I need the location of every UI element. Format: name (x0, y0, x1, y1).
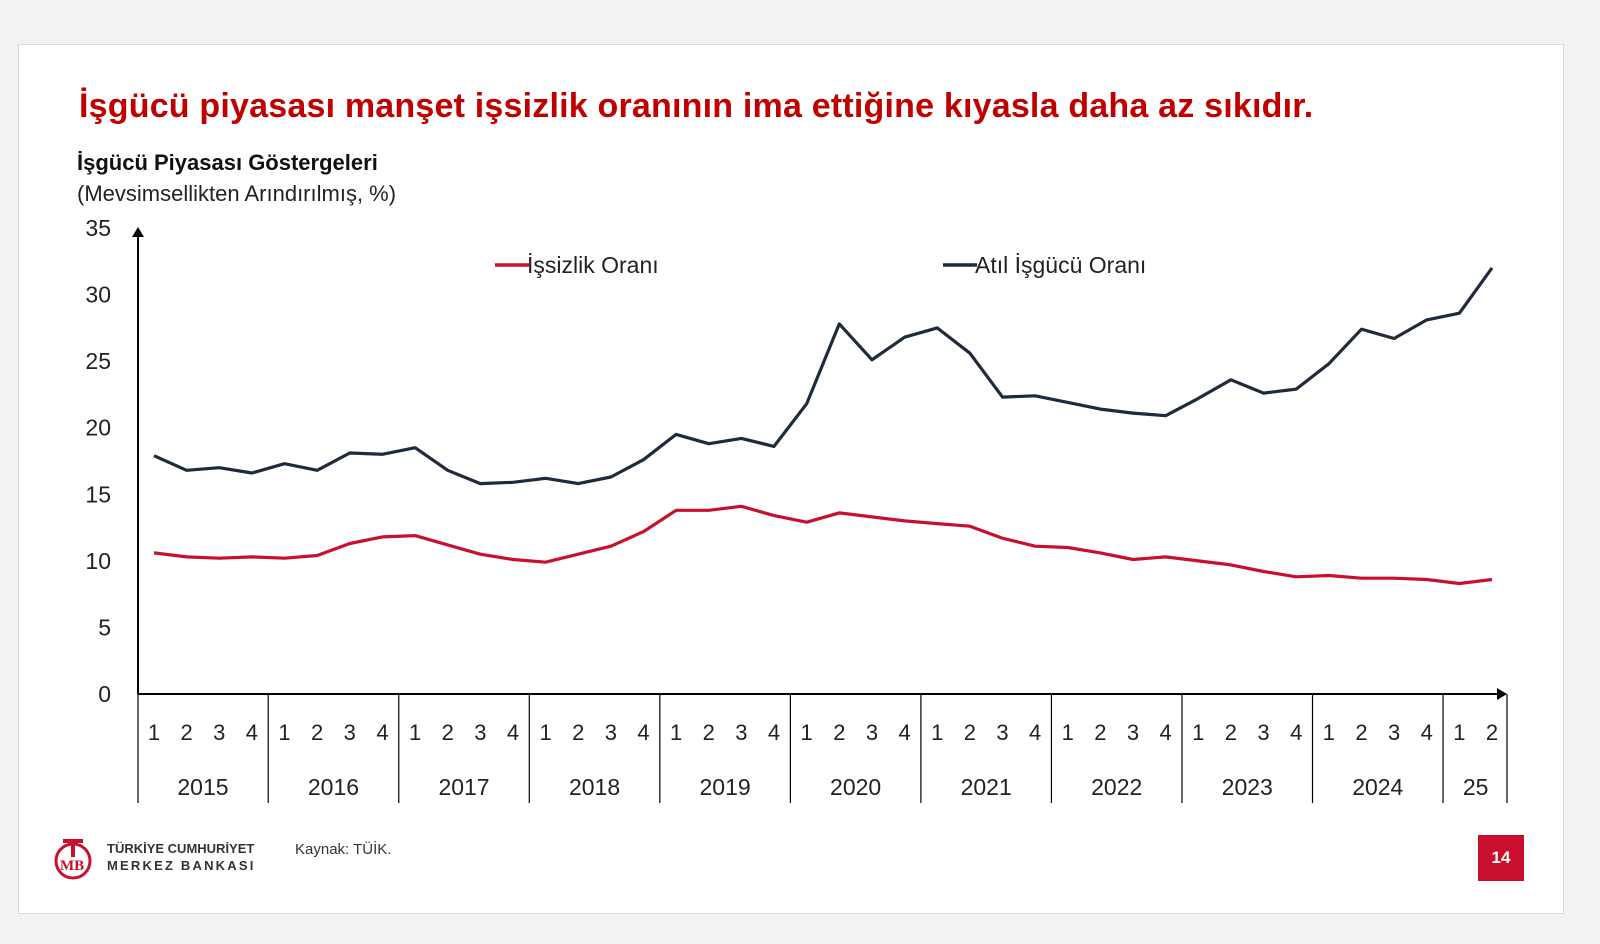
x-quarter-label: 3 (996, 720, 1008, 745)
x-quarter-label: 4 (246, 720, 258, 745)
x-year-label: 2020 (830, 774, 881, 800)
slide: İşgücü piyasası manşet işsizlik oranının… (18, 44, 1564, 914)
x-year-label: 2016 (308, 774, 359, 800)
headline: İşgücü piyasası manşet işsizlik oranının… (79, 87, 1314, 125)
x-quarter-label: 2 (833, 720, 845, 745)
x-year-label: 2021 (961, 774, 1012, 800)
y-tick-label: 30 (85, 282, 111, 308)
x-year-label: 2015 (177, 774, 228, 800)
y-tick-label: 0 (98, 681, 111, 707)
logo-line-1: TÜRKİYE CUMHURİYET (107, 841, 255, 856)
x-year-label: 25 (1463, 774, 1489, 800)
x-quarter-label: 2 (311, 720, 323, 745)
x-quarter-label: 3 (1127, 720, 1139, 745)
x-quarter-label: 4 (768, 720, 780, 745)
unemployment-rate-line (153, 504, 1493, 586)
x-quarter-label: 2 (964, 720, 976, 745)
x-quarter-label: 2 (1486, 720, 1498, 745)
source-note: Kaynak: TÜİK. (295, 841, 392, 858)
y-tick-label: 35 (85, 215, 111, 241)
y-tick-label: 10 (85, 548, 111, 574)
x-quarter-label: 3 (1257, 720, 1269, 745)
x-quarter-label: 1 (539, 720, 551, 745)
x-quarter-label: 1 (670, 720, 682, 745)
legend-label: Atıl İşgücü Oranı (975, 252, 1146, 278)
x-year-label: 2017 (438, 774, 489, 800)
x-quarter-label: 3 (735, 720, 747, 745)
cbrt-logo: MB TÜRKİYE CUMHURİYET MERKEZ BANKASI (53, 837, 283, 883)
x-quarter-label: 2 (1355, 720, 1367, 745)
x-quarter-label: 1 (1453, 720, 1465, 745)
x-year-label: 2023 (1222, 774, 1273, 800)
x-quarter-label: 3 (474, 720, 486, 745)
x-quarter-label: 1 (1062, 720, 1074, 745)
logo-line-2: MERKEZ BANKASI (107, 858, 256, 873)
x-quarter-label: 4 (1290, 720, 1302, 745)
x-quarter-label: 3 (605, 720, 617, 745)
x-quarter-label: 4 (507, 720, 519, 745)
chart-subtitle: (Mevsimsellikten Arındırılmış, %) (77, 181, 397, 206)
legend-label: İşsizlik Oranı (527, 252, 659, 278)
x-quarter-label: 1 (409, 720, 421, 745)
x-quarter-label: 4 (376, 720, 388, 745)
x-quarter-label: 3 (344, 720, 356, 745)
x-year-label: 2019 (700, 774, 751, 800)
x-year-label: 2022 (1091, 774, 1142, 800)
x-quarter-label: 3 (866, 720, 878, 745)
x-quarter-label: 1 (148, 720, 160, 745)
y-tick-label: 20 (85, 415, 111, 441)
x-quarter-label: 1 (1192, 720, 1204, 745)
x-quarter-label: 2 (703, 720, 715, 745)
x-quarter-label: 4 (1421, 720, 1433, 745)
x-quarter-label: 2 (181, 720, 193, 745)
x-year-label: 2018 (569, 774, 620, 800)
x-quarter-label: 2 (572, 720, 584, 745)
x-quarter-label: 3 (1388, 720, 1400, 745)
x-quarter-label: 4 (1160, 720, 1172, 745)
x-quarter-label: 4 (898, 720, 910, 745)
x-quarter-label: 4 (1029, 720, 1041, 745)
x-quarter-label: 2 (442, 720, 454, 745)
x-quarter-label: 1 (801, 720, 813, 745)
y-axis-arrow (132, 227, 144, 237)
y-tick-label: 15 (85, 481, 111, 507)
x-quarter-label: 2 (1094, 720, 1106, 745)
y-tick-label: 5 (98, 614, 111, 640)
x-quarter-label: 1 (931, 720, 943, 745)
page-number: 14 (1478, 835, 1524, 881)
x-axis-arrow (1497, 688, 1507, 700)
x-quarter-label: 3 (213, 720, 225, 745)
cbrt-emblem-icon: MB (54, 839, 92, 880)
x-quarter-label: 1 (278, 720, 290, 745)
svg-text:MB: MB (60, 858, 84, 874)
x-quarter-label: 4 (637, 720, 649, 745)
x-quarter-label: 1 (1323, 720, 1335, 745)
x-quarter-label: 2 (1225, 720, 1237, 745)
y-tick-label: 25 (85, 348, 111, 374)
chart-title: İşgücü Piyasası Göstergeleri (77, 150, 378, 175)
labour-underutilisation-line (153, 266, 1494, 486)
x-year-label: 2024 (1352, 774, 1403, 800)
